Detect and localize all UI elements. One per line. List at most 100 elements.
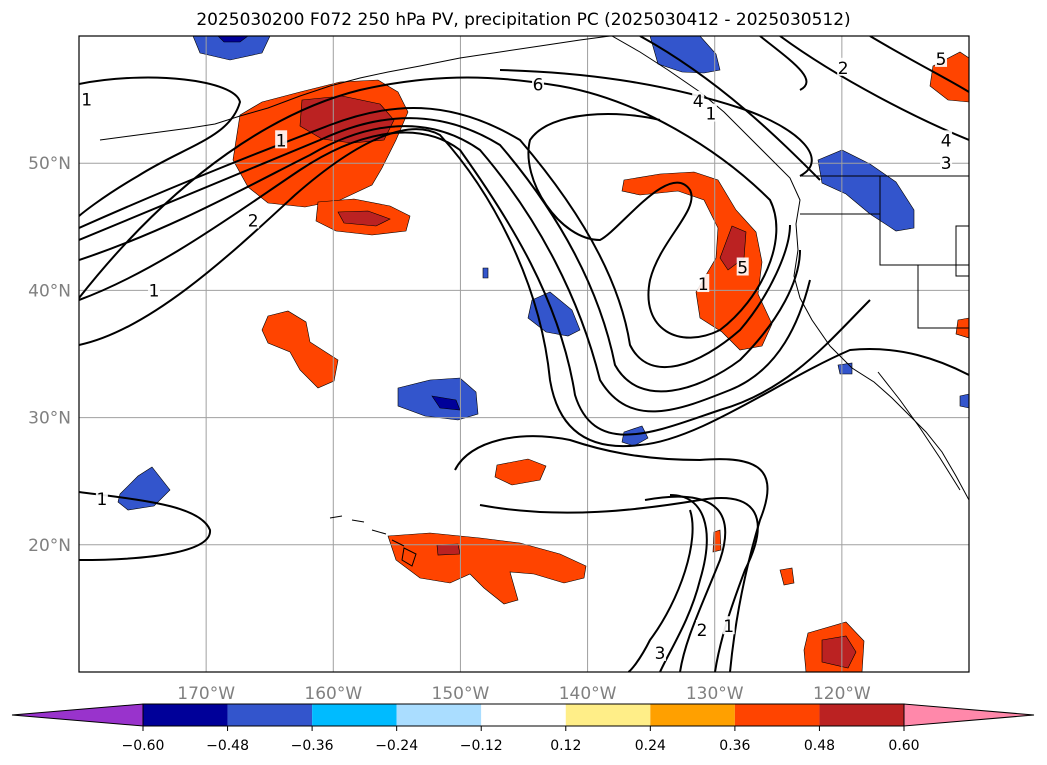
axis-tick-labels: 170°W 160°W 150°W 140°W 130°W 120°W 20°N 30°N 40… xyxy=(28,154,871,704)
alaska-coast xyxy=(329,36,611,87)
colorbar-tick-label: −0.24 xyxy=(375,738,418,754)
colorbar-under-extension xyxy=(11,703,144,727)
lon-tick-label: 130°W xyxy=(686,684,744,704)
contour-label-bg xyxy=(247,210,260,229)
gridlines xyxy=(79,36,969,672)
contour-label-bg xyxy=(940,153,953,172)
contour-label: 6 xyxy=(533,75,544,95)
colorbar-bin xyxy=(396,704,482,726)
pv-contour-1 xyxy=(79,491,212,561)
contour-label-bg xyxy=(148,280,161,299)
pv-contour-3 xyxy=(644,495,727,672)
contour-label-bg xyxy=(696,620,708,639)
pv-contour-1 xyxy=(79,128,969,448)
colorbar-bin xyxy=(565,704,651,726)
lat-tick-label: 50°N xyxy=(28,154,71,174)
colorbar-over-extension xyxy=(903,703,1035,727)
pv-contour-2 xyxy=(479,497,759,672)
map-title: 2025030200 F072 250 hPa PV, precipitatio… xyxy=(196,10,851,30)
state-border xyxy=(955,225,969,277)
hawaii-big-island xyxy=(401,547,417,567)
baja-peninsula-coast xyxy=(877,371,961,491)
contour-label: 1 xyxy=(96,490,107,510)
contour-label: 4 xyxy=(941,131,952,151)
contour-label: 5 xyxy=(936,50,947,70)
colorbar-tick-label: 0.36 xyxy=(719,738,750,754)
pv-contour-3 xyxy=(659,494,708,672)
colorbar-tick-label: 0.60 xyxy=(888,738,919,754)
colorbar-tick-label: −0.48 xyxy=(206,738,249,754)
precip-blob-positive xyxy=(779,567,795,586)
contour-label: 1 xyxy=(149,281,160,301)
contour-label-bg xyxy=(654,642,667,661)
contour-label: 1 xyxy=(698,275,709,295)
contour-label: 3 xyxy=(941,154,952,174)
colorbar-frame xyxy=(142,703,905,727)
contour-label: 2 xyxy=(838,59,849,79)
contour-label-bg xyxy=(722,616,735,635)
precip-core-negative xyxy=(217,36,249,43)
contour-label: 1 xyxy=(705,105,716,125)
pv-contour-2 xyxy=(79,131,871,436)
plot-frame xyxy=(78,35,970,673)
state-border xyxy=(800,213,969,266)
pv-contour xyxy=(79,125,811,413)
colorbar-tick-label: 0.48 xyxy=(804,738,835,754)
contour-label-bg xyxy=(95,489,108,508)
pv-contour-6 xyxy=(79,76,778,339)
precip-blob-negative xyxy=(959,393,969,409)
contour-label: 1 xyxy=(723,617,734,637)
contour-label-bg xyxy=(736,257,749,276)
state-border xyxy=(917,265,969,329)
pv-contour-1 xyxy=(79,76,242,217)
pv-contour-1-east xyxy=(454,435,769,672)
plot-background xyxy=(79,36,969,672)
contour-label: 1 xyxy=(81,91,92,111)
pv-contour-high xyxy=(639,36,821,181)
colorbar-tick-label: 0.24 xyxy=(635,738,666,754)
precip-core xyxy=(436,543,461,556)
colorbar-bin xyxy=(481,704,566,726)
lon-tick-label: 120°W xyxy=(813,684,871,704)
colorbar-bin xyxy=(143,704,228,726)
precip-shading xyxy=(117,36,969,672)
contour-label-bg xyxy=(275,130,288,149)
pv-contour-2-north xyxy=(759,36,808,91)
lon-tick-label: 150°W xyxy=(432,684,490,704)
colorbar-tick-label: −0.36 xyxy=(291,738,334,754)
colorbar: −0.60 −0.48 −0.36 −0.24 −0.12 0.12 0.24 0.36 0.4… xyxy=(11,703,1035,754)
contour-label: 1 xyxy=(276,131,287,151)
contour-label-bg xyxy=(531,74,544,93)
contour-label-bg xyxy=(80,89,93,108)
hawaiian-islands xyxy=(329,515,405,547)
lon-tick-label: 160°W xyxy=(304,684,362,704)
pv-contour-high xyxy=(869,36,969,93)
lon-tick-label: 140°W xyxy=(559,684,617,704)
pv-contour-3 xyxy=(627,509,694,672)
pv-contours xyxy=(79,36,969,672)
contour-label: 3 xyxy=(655,644,666,664)
precip-blob-positive xyxy=(712,529,722,553)
colorbar-tick-label: −0.60 xyxy=(122,738,165,754)
contour-label-bg xyxy=(837,57,850,76)
precip-blob-positive xyxy=(494,458,547,486)
pv-contour-high xyxy=(499,69,813,177)
precip-blob-positive xyxy=(261,310,339,389)
colorbar-bin xyxy=(312,704,397,726)
precip-blob-negative xyxy=(649,36,721,74)
contour-label: 5 xyxy=(737,259,748,279)
lon-tick-label: 170°W xyxy=(177,684,235,704)
precip-blob-negative xyxy=(482,267,489,279)
contour-label-bg xyxy=(940,130,953,149)
contour-label: 4 xyxy=(693,92,704,112)
contour-label-bg xyxy=(704,103,717,122)
colorbar-bin xyxy=(650,704,735,726)
precip-blob-negative xyxy=(837,362,853,375)
colorbar-bin xyxy=(734,704,820,726)
lat-tick-label: 30°N xyxy=(28,409,71,429)
contour-label-bg xyxy=(935,48,948,67)
colorbar-tick-label: 0.12 xyxy=(550,738,581,754)
lat-tick-label: 40°N xyxy=(28,281,71,301)
contour-label: 2 xyxy=(697,621,708,641)
